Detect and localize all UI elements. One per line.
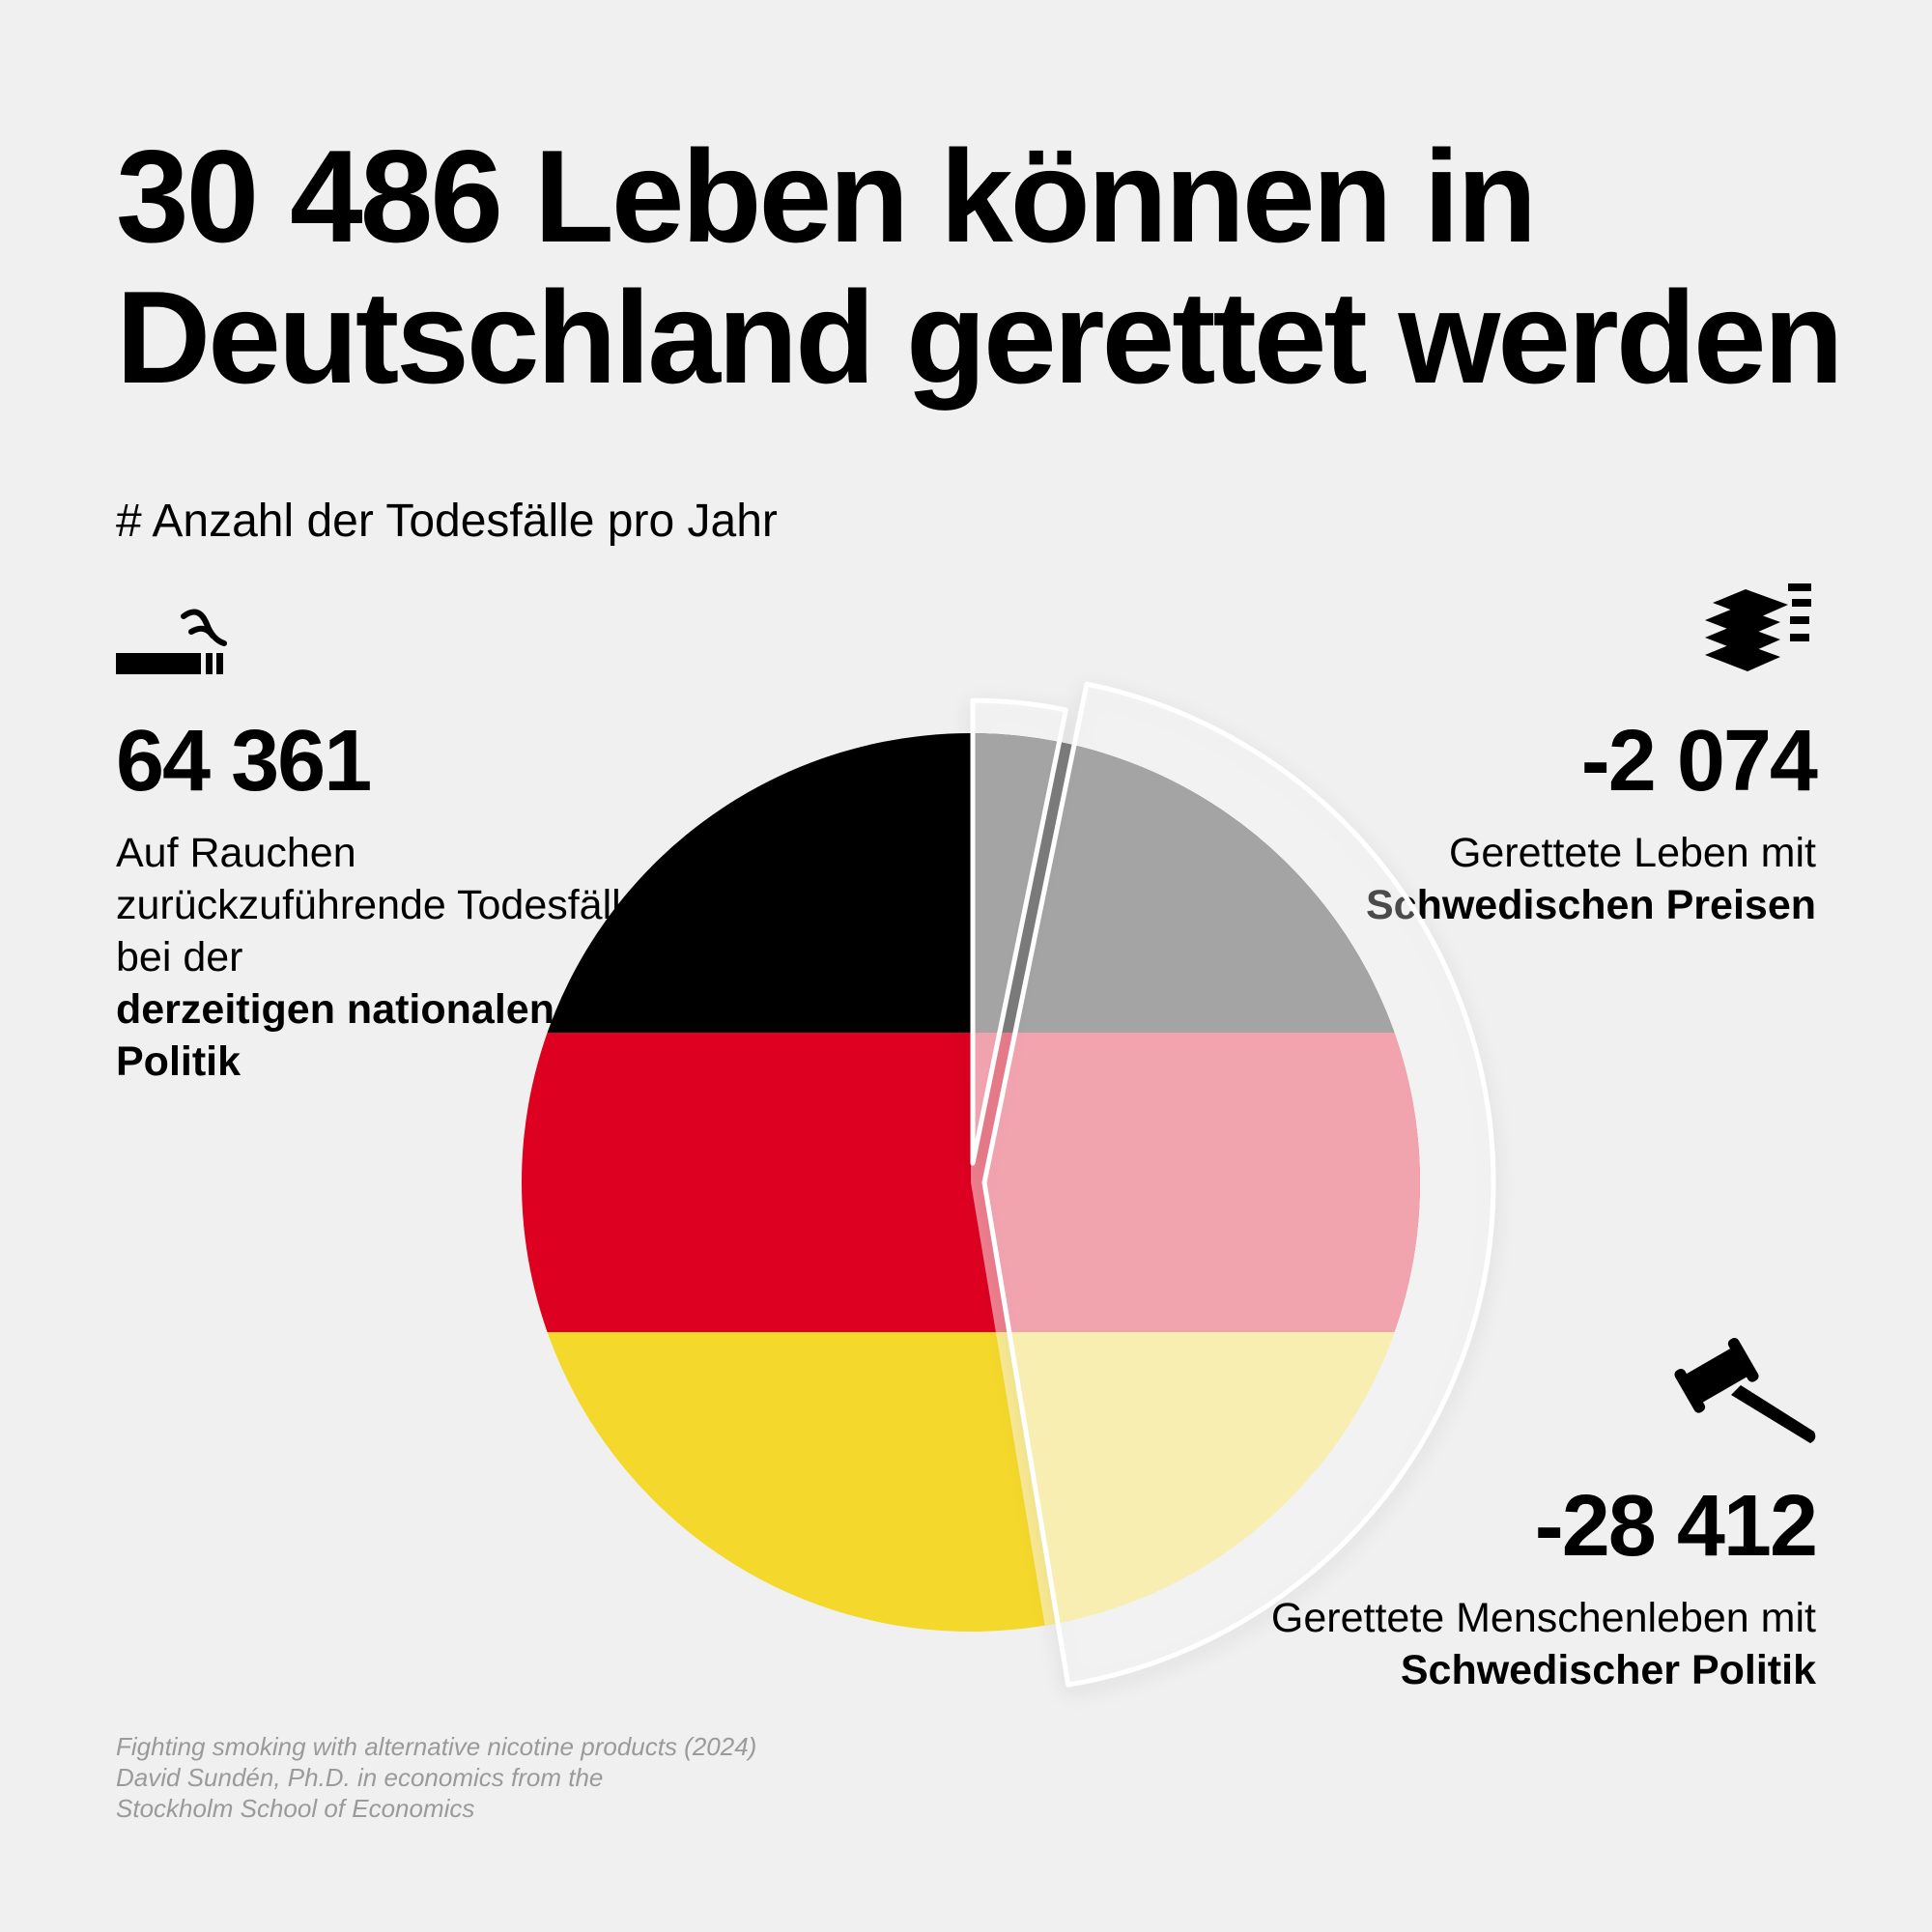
current-deaths-text: Auf Rauchen zurückzuführende Todesfälle … — [116, 830, 644, 980]
current-policy-block: 64 361 Auf Rauchen zurückzuführende Tode… — [116, 715, 657, 1088]
swedish-prices-text: Gerettete Leben mit — [1448, 830, 1816, 876]
chart-subtitle: # Anzahl der Todesfälle pro Jahr — [116, 496, 778, 547]
source-line-3: Stockholm School of Economics — [116, 1794, 475, 1823]
swedish-policy-value: -28 412 — [1534, 1478, 1818, 1575]
gavel-icon — [1674, 1337, 1816, 1443]
slice-swedish-prices — [970, 697, 1068, 1166]
page-title: 30 486 Leben können in Deutschland geret… — [116, 123, 1844, 411]
current-deaths-value: 64 361 — [116, 713, 372, 810]
swedish-prices-value: -2 074 — [1580, 713, 1818, 810]
source-line-2: David Sundén, Ph.D. in economics from th… — [116, 1763, 604, 1792]
cigarette-icon — [116, 609, 227, 674]
swedish-prices-bold: Schwedischen Preisen — [1365, 882, 1816, 928]
swedish-policy-description: Gerettete Menschenleben mit Schwedischer… — [1217, 1592, 1816, 1696]
swedish-prices-description: Gerettete Leben mit Schwedischen Preisen — [1217, 827, 1816, 931]
swedish-prices-block: -2 074 Gerettete Leben mit Schwedischen … — [1217, 713, 1818, 931]
swedish-policy-block: -28 412 Gerettete Menschenleben mit Schw… — [1217, 1478, 1818, 1696]
slice-swedish-policy — [981, 681, 1496, 1688]
money-stack-icon — [1705, 583, 1811, 671]
current-deaths-description: Auf Rauchen zurückzuführende Todesfälle … — [116, 827, 657, 1088]
swedish-policy-text: Gerettete Menschenleben mit — [1270, 1595, 1816, 1641]
swedish-policy-bold: Schwedischer Politik — [1400, 1647, 1816, 1693]
current-deaths-bold: derzeitigen nationalen Politik — [116, 986, 554, 1085]
source-line-1: Fighting smoking with alternative nicoti… — [116, 1732, 757, 1761]
source-note: Fighting smoking with alternative nicoti… — [116, 1731, 889, 1824]
